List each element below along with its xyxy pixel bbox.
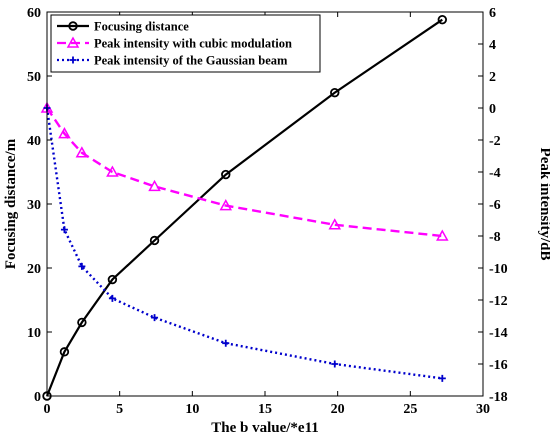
right-y-tick-label: 2 xyxy=(489,70,496,85)
data-point xyxy=(149,235,160,246)
left-y-tick-label: 60 xyxy=(27,6,41,21)
left-y-tick-label: 10 xyxy=(27,326,41,341)
data-point xyxy=(58,127,71,139)
series-1 xyxy=(42,14,448,401)
left-y-tick-label: 20 xyxy=(27,262,41,277)
series-line xyxy=(46,107,443,238)
data-point xyxy=(106,165,119,177)
data-point xyxy=(221,169,231,180)
x-tick-label: 20 xyxy=(331,402,345,417)
data-point xyxy=(148,179,161,192)
legend-label: Peak intensity with cubic modulation xyxy=(94,37,292,51)
x-tick-label: 5 xyxy=(116,402,123,417)
data-point xyxy=(75,146,89,158)
legend-marker xyxy=(69,56,77,64)
right-y-tick-label: 6 xyxy=(489,6,496,21)
x-axis: 0 5 10 15 20 25 30 xyxy=(44,12,490,417)
x-tick-label: 25 xyxy=(403,402,417,417)
data-point xyxy=(331,360,339,368)
right-y-tick-label: -16 xyxy=(489,358,508,373)
legend-entry: Peak intensity of the Gaussian beam xyxy=(57,54,288,68)
data-point xyxy=(59,347,70,357)
legend-label: Focusing distance xyxy=(94,20,189,34)
series-3 xyxy=(43,104,446,382)
data-point xyxy=(328,218,342,230)
legend: Focusing distance Peak intensity with cub… xyxy=(50,14,321,73)
legend-marker xyxy=(68,21,78,31)
data-point xyxy=(107,274,118,285)
right-y-tick-label: 0 xyxy=(489,102,496,117)
data-point xyxy=(438,374,446,382)
left-y-axis: 0 10 20 30 40 50 60 xyxy=(27,6,52,405)
plot-area xyxy=(40,14,449,401)
right-y-tick-label: -18 xyxy=(489,390,508,405)
x-tick-label: 30 xyxy=(476,402,490,417)
left-y-tick-label: 40 xyxy=(27,134,41,149)
left-y-axis-title: Focusing distance/m xyxy=(3,138,19,269)
legend-entry: Focusing distance xyxy=(57,20,189,34)
data-point xyxy=(222,339,230,347)
data-point xyxy=(108,294,116,302)
x-tick-label: 15 xyxy=(258,402,272,417)
right-y-tick-label: -10 xyxy=(489,262,508,277)
series-line xyxy=(45,18,443,397)
legend-entry: Peak intensity with cubic modulation xyxy=(57,36,292,51)
legend-box xyxy=(50,14,321,73)
right-y-tick-label: -4 xyxy=(489,166,501,181)
right-y-tick-label: 4 xyxy=(489,38,496,53)
data-point xyxy=(219,199,233,211)
data-point xyxy=(60,226,68,234)
right-y-axis-title: Peak intensity/dB xyxy=(537,148,550,261)
right-y-tick-label: -8 xyxy=(489,230,501,245)
right-y-tick-label: -6 xyxy=(489,198,501,213)
data-point xyxy=(78,262,86,270)
series-line xyxy=(45,107,443,380)
x-axis-title: The b value/*e11 xyxy=(211,420,319,436)
x-tick-label: 0 xyxy=(44,402,51,417)
data-point xyxy=(77,317,87,328)
legend-marker xyxy=(66,36,80,48)
data-point xyxy=(436,229,449,241)
right-y-tick-label: -12 xyxy=(489,294,508,309)
data-point xyxy=(437,14,448,25)
left-y-tick-label: 0 xyxy=(34,390,41,405)
right-y-tick-label: -2 xyxy=(489,134,501,149)
x-tick-label: 10 xyxy=(185,402,199,417)
left-y-tick-label: 30 xyxy=(27,198,41,213)
series-2 xyxy=(40,101,449,241)
data-point xyxy=(151,314,159,322)
left-y-tick-label: 50 xyxy=(27,70,41,85)
data-point xyxy=(330,87,340,98)
legend-label: Peak intensity of the Gaussian beam xyxy=(94,54,288,68)
right-y-tick-label: -14 xyxy=(489,326,508,341)
right-y-axis: -18 -16 -14 -12 -10 -8 -6 -4 -2 0 2 4 6 xyxy=(478,6,508,405)
